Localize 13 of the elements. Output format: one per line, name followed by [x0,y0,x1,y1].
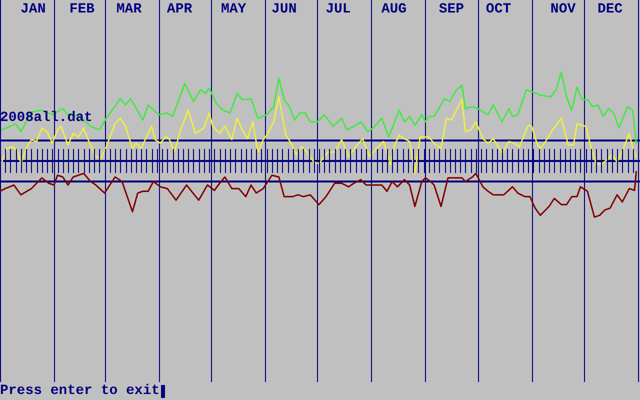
x-tick-label: MAY [220,2,247,18]
x-tick-label: FEB [69,2,96,18]
x-tick-label: AUG [381,2,407,18]
x-tick-label: OCT [486,2,512,18]
x-tick-label: JUL [326,2,351,18]
x-tick-label: NOV [550,2,576,18]
x-tick-label: SEP [438,2,464,18]
x-tick-label: DEC [598,2,624,18]
x-tick-label: JAN [20,2,46,18]
x-tick-label: MAR [116,2,142,18]
text: Press enter to exit [0,383,160,399]
x-tick-label: JUN [272,2,297,18]
x-tick-label: APR [166,2,193,18]
